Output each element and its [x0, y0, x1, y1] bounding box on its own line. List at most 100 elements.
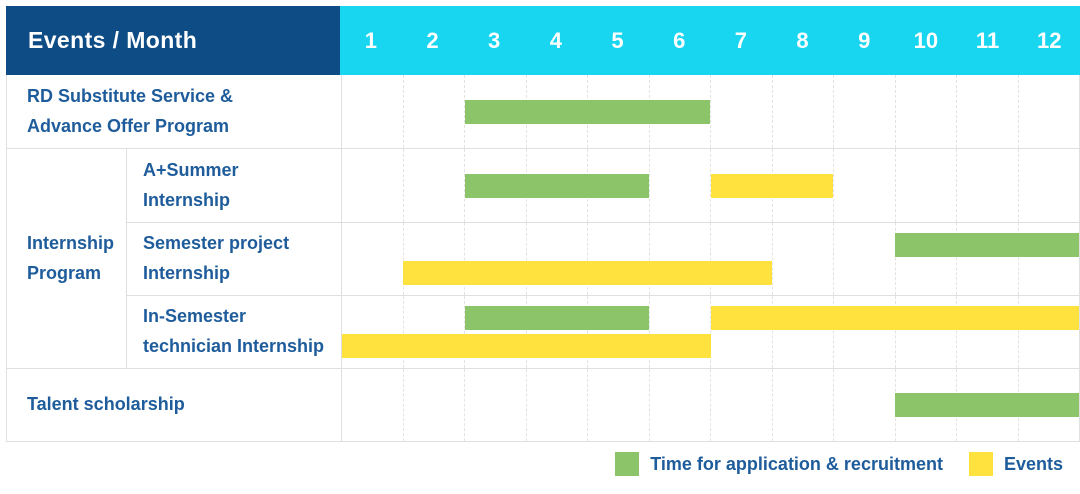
month-header-5: 5 [611, 27, 624, 53]
row-label-line: RD Substitute Service & [27, 85, 234, 106]
month-header-12: 12 [1036, 27, 1062, 53]
row-label-in-semester-technician: In-Semester technician Internship [127, 296, 341, 368]
group-label-line: Internship [27, 232, 115, 253]
legend: Time for application & recruitment Event… [615, 452, 1063, 476]
events-bar [710, 173, 834, 198]
application-recruitment-bar [464, 173, 650, 198]
events-bar [342, 334, 711, 358]
timeline-in-semester-technician [341, 296, 1079, 368]
group-subrows: A+Summer Internship Semester project Int… [126, 149, 1079, 368]
month-header-10: 10 [913, 27, 939, 53]
legend-item-application: Time for application & recruitment [615, 452, 943, 476]
month-gridline [1017, 75, 1080, 148]
month-gridlines [342, 75, 1079, 148]
month-gridline [402, 296, 465, 368]
application-recruitment-bar [464, 306, 650, 330]
group-label-internship-program: Internship Program [7, 149, 126, 368]
row-label-line: Semester project [143, 233, 290, 254]
timeline-rd-substitute [341, 75, 1079, 148]
month-gridline [771, 369, 834, 441]
row-label-line: Internship [143, 189, 231, 210]
month-gridline [894, 296, 957, 368]
row-label-line: Internship [143, 263, 231, 283]
month-gridline [464, 149, 526, 222]
month-gridline [1017, 296, 1080, 368]
application-recruitment-bar [894, 233, 1079, 257]
yellow-swatch-icon [968, 452, 993, 476]
month-gridline [710, 75, 772, 148]
month-gridline [402, 75, 465, 148]
events-bar [710, 306, 1079, 330]
month-gridline [894, 223, 957, 295]
month-gridline [956, 296, 1018, 368]
month-gridline [342, 369, 403, 441]
row-label-line: technician Internship [143, 336, 325, 356]
month-gridline [342, 149, 403, 222]
timeline-semester-project [341, 223, 1079, 295]
month-gridlines [342, 223, 1079, 295]
month-header-3: 3 [488, 27, 501, 53]
month-header-7: 7 [734, 27, 747, 53]
month-gridline [464, 296, 526, 368]
month-gridline [648, 223, 711, 295]
month-gridline [710, 296, 772, 368]
gantt-table: Events / Month 1 2 3 4 5 6 7 8 9 10 11 12 RD Substi… [6, 6, 1080, 442]
month-gridline [833, 75, 895, 148]
month-gridline [833, 223, 895, 295]
month-gridline [648, 369, 711, 441]
month-gridline [464, 223, 526, 295]
events-bar [403, 261, 772, 285]
table-row: RD Substitute Service & Advance Offer Pr… [7, 75, 1079, 148]
row-label-line: A+Summer [143, 159, 239, 180]
month-gridline [342, 75, 403, 148]
month-gridline [956, 223, 1018, 295]
application-recruitment-bar [464, 99, 711, 124]
month-gridline [464, 75, 526, 148]
month-header-2: 2 [426, 27, 439, 53]
green-swatch-icon [615, 452, 640, 476]
application-recruitment-bar [894, 393, 1079, 417]
timeline-a-plus-summer [341, 149, 1079, 222]
month-header-8: 8 [796, 27, 809, 53]
month-gridline [894, 75, 957, 148]
month-gridline [771, 223, 834, 295]
table-body: RD Substitute Service & Advance Offer Pr… [6, 75, 1080, 442]
row-label-line: In-Semester [143, 306, 247, 327]
month-gridlines [342, 296, 1079, 368]
legend-item-events: Events [968, 452, 1063, 476]
month-gridline [956, 149, 1018, 222]
month-gridline [648, 296, 711, 368]
row-label-a-plus-summer: A+Summer Internship [127, 149, 341, 222]
table-title: Events / Month [28, 27, 198, 53]
month-gridline [402, 223, 465, 295]
row-label-line: Talent scholarship [27, 394, 185, 415]
month-gridline [525, 223, 588, 295]
month-header-9: 9 [858, 27, 871, 53]
month-gridline [710, 223, 772, 295]
table-row: In-Semester technician Internship [127, 295, 1079, 368]
month-gridline [525, 296, 588, 368]
row-label-rd-substitute: RD Substitute Service & Advance Offer Pr… [7, 75, 341, 148]
legend-label: Time for application & recruitment [650, 453, 943, 474]
events-month-header-cell: Events / Month [6, 6, 340, 75]
table-header-row: Events / Month 1 2 3 4 5 6 7 8 9 10 11 12 [6, 6, 1080, 75]
group-label-line: Program [27, 262, 102, 283]
month-gridline [648, 149, 711, 222]
month-gridline [402, 369, 465, 441]
month-gridline [1017, 149, 1080, 222]
month-header-6: 6 [673, 27, 686, 53]
month-gridline [1017, 223, 1080, 295]
table-row: A+Summer Internship [127, 149, 1079, 222]
row-label-talent-scholarship: Talent scholarship [7, 369, 341, 441]
month-header-4: 4 [549, 27, 562, 53]
month-gridline [525, 369, 588, 441]
row-label-semester-project: Semester project Internship [127, 223, 341, 295]
month-gridline [771, 75, 834, 148]
month-gridline [710, 369, 772, 441]
row-label-line: Advance Offer Program [27, 115, 230, 136]
table-group-row: Internship Program A+Summer Internship [7, 148, 1079, 368]
month-gridline [464, 369, 526, 441]
month-gridline [956, 75, 1018, 148]
month-gridline [587, 296, 649, 368]
month-header-strip: 1 2 3 4 5 6 7 8 9 10 11 12 [340, 6, 1080, 75]
